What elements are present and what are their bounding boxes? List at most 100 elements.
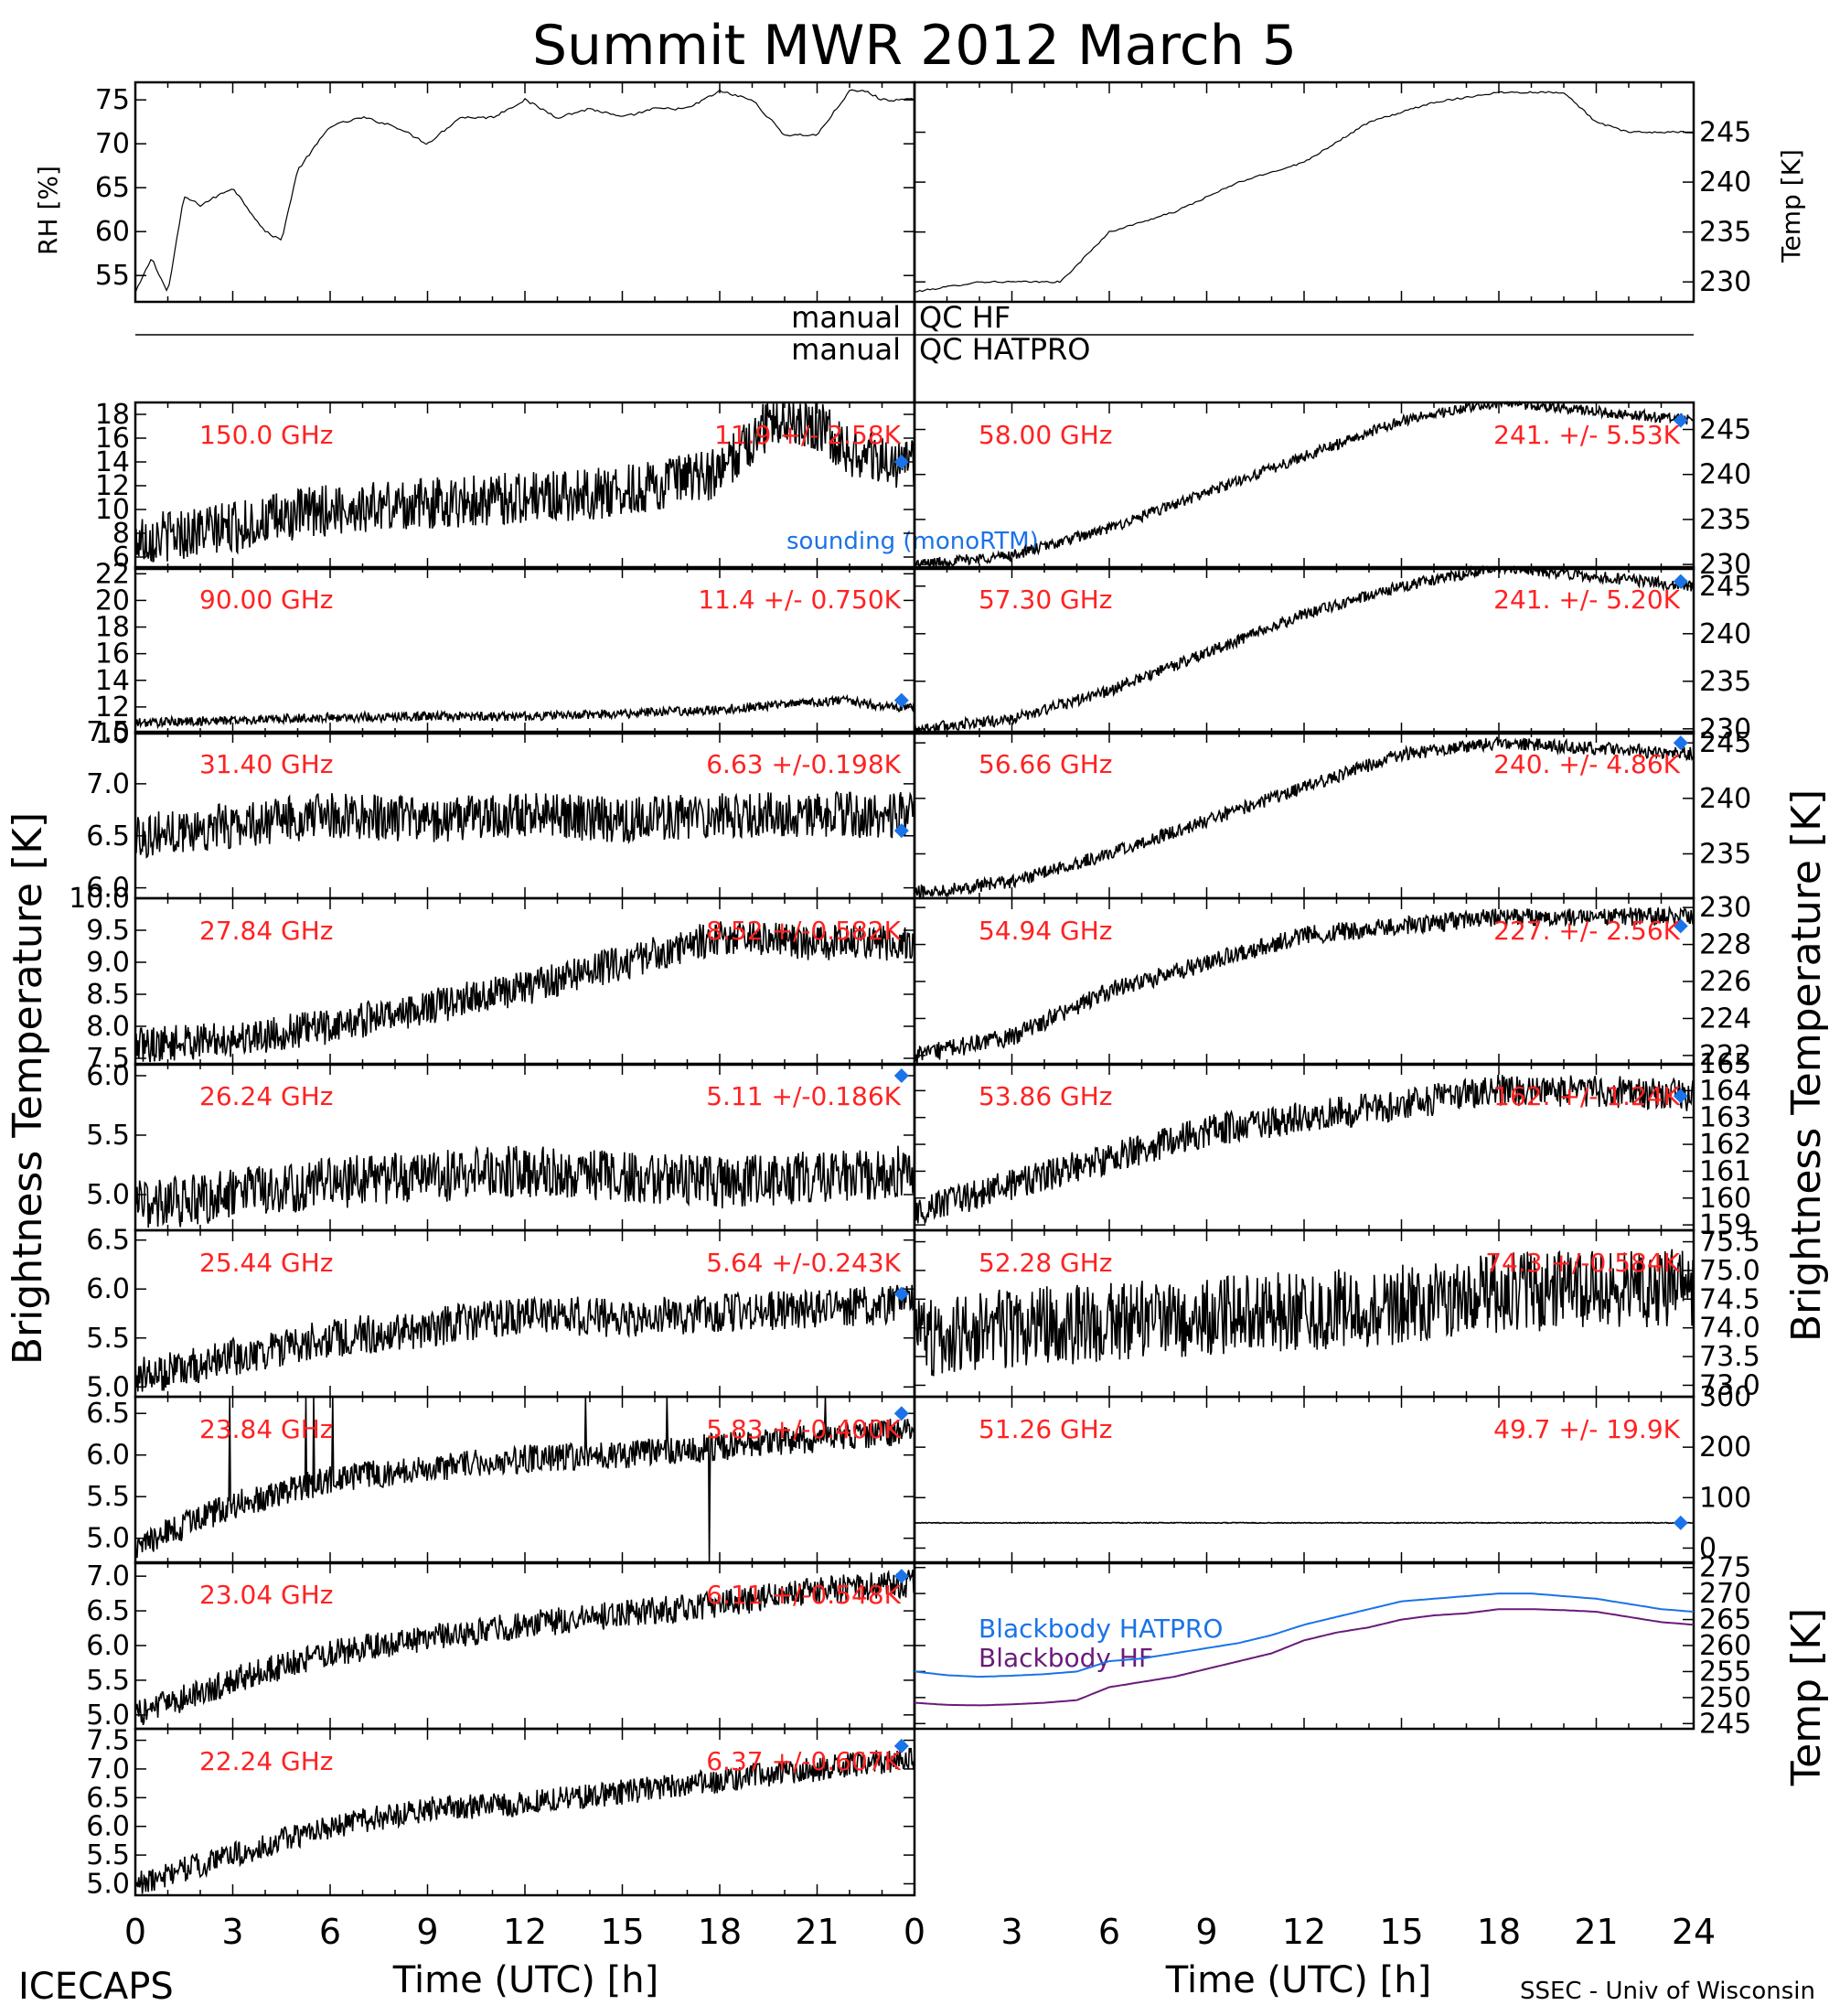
series-line (134, 1284, 915, 1392)
x-tick-label: 6 (319, 1912, 341, 1952)
y-tick-label: 7.0 (86, 768, 130, 800)
y-tick-label: 250 (1699, 1682, 1751, 1714)
x-axis-label-right: Time (UTC) [h] (1165, 1959, 1431, 2001)
y-axis-label-temp-bottom: Temp [K] (1783, 1608, 1829, 1786)
series-line (914, 905, 1695, 1065)
x-tick-label: 0 (124, 1912, 146, 1952)
y-tick-label: 163 (1699, 1102, 1751, 1134)
series-line (134, 693, 915, 730)
panel-frame (913, 80, 1695, 304)
y-tick-label: 265 (1699, 1604, 1751, 1636)
series-line-hf (914, 1608, 1695, 1707)
channel-stat: 5.83 +/-0.400K (706, 1414, 901, 1444)
qc-manual-2: manual (791, 332, 901, 367)
y-tick-label: 74.5 (1699, 1283, 1760, 1315)
y-tick-label: 10 (95, 718, 130, 750)
channel-label: 56.66 GHz (979, 749, 1113, 779)
channel-label: 58.00 GHz (979, 420, 1113, 450)
series-line (914, 400, 1695, 570)
x-tick-label: 21 (1574, 1912, 1618, 1952)
y-tick-label: 275 (1699, 1552, 1751, 1584)
y-tick-label: 245 (1699, 571, 1751, 603)
y-tick-label: 162 (1699, 1129, 1751, 1161)
channel-stat: 8.52 +/-0.582K (706, 916, 901, 946)
y-tick-label: 230 (1699, 892, 1751, 924)
y-tick-label: 22 (95, 558, 130, 590)
x-tick-label: 9 (1195, 1912, 1217, 1952)
y-tick-label: 6 (112, 542, 130, 574)
sounding-marker (893, 455, 909, 469)
sounding-marker (1673, 918, 1688, 934)
y-tick-label: 228 (1699, 929, 1751, 961)
y-tick-label: 18 (95, 612, 130, 644)
y-tick-label: 165 (1699, 1048, 1751, 1080)
sounding-marker (893, 1406, 909, 1421)
y-tick-label: 75 (95, 84, 130, 116)
y-axis-label-brightness-left: Brightness Temperature [K] (5, 812, 51, 1365)
x-tick-label: 18 (1477, 1912, 1521, 1952)
y-tick-label: 0 (1699, 1532, 1717, 1564)
y-tick-label: 240 (1699, 618, 1751, 650)
qc-label-hatpro: QC HATPRO (919, 332, 1090, 367)
x-tick-label: 12 (503, 1912, 547, 1952)
y-tick-label: 6.0 (86, 873, 130, 905)
sounding-marker (893, 692, 909, 708)
channel-label: 25.44 GHz (199, 1248, 334, 1278)
y-tick-label: 5.5 (86, 1481, 130, 1513)
y-tick-label: 7.0 (86, 1753, 130, 1785)
y-tick-label: 161 (1699, 1155, 1751, 1187)
y-tick-label: 224 (1699, 1003, 1751, 1035)
channel-label: 150.0 GHz (199, 420, 334, 450)
sounding-marker (1673, 574, 1688, 589)
y-tick-label: 226 (1699, 966, 1751, 998)
series-line (134, 89, 915, 294)
x-tick-label: 21 (795, 1912, 839, 1952)
channel-stat: 6.11 +/-0.548K (706, 1580, 901, 1610)
y-tick-label: 16 (95, 423, 130, 455)
y-tick-label: 6.5 (86, 820, 130, 853)
y-tick-label: 245 (1699, 727, 1751, 759)
channel-stat: 6.63 +/-0.198K (706, 749, 901, 779)
channel-stat: 49.7 +/- 19.9K (1493, 1414, 1680, 1444)
channel-stat: 5.11 +/-0.186K (706, 1081, 901, 1111)
y-tick-label: 240 (1699, 459, 1751, 491)
y-axis-label-rh: RH [%] (33, 166, 63, 255)
y-tick-label: 18 (95, 399, 130, 431)
y-tick-label: 245 (1699, 414, 1751, 446)
channel-stat: 6.37 +/-0.607K (706, 1746, 901, 1776)
sounding-marker (893, 1738, 909, 1753)
y-tick-label: 9.0 (86, 947, 130, 979)
y-tick-label: 65 (95, 172, 130, 204)
y-tick-label: 55 (95, 260, 130, 292)
y-tick-label: 60 (95, 216, 130, 248)
y-tick-label: 200 (1699, 1432, 1751, 1464)
series-line (134, 1747, 915, 1894)
y-tick-label: 8 (112, 518, 130, 550)
series-line (134, 1569, 915, 1726)
y-tick-label: 14 (95, 446, 130, 478)
x-axis-label-left: Time (UTC) [h] (392, 1959, 658, 2001)
channel-label: 23.04 GHz (199, 1580, 334, 1610)
channel-label: 52.28 GHz (979, 1248, 1113, 1278)
y-tick-label: 6.0 (86, 1811, 130, 1843)
y-tick-label: 5.0 (86, 1523, 130, 1555)
channel-stat: 5.64 +/-0.243K (706, 1248, 901, 1278)
y-tick-label: 235 (1699, 666, 1751, 698)
y-tick-label: 5.0 (86, 1868, 130, 1900)
series-line (134, 921, 915, 1063)
y-tick-label: 20 (95, 584, 130, 617)
series-line (134, 790, 915, 859)
y-tick-label: 240 (1699, 166, 1751, 198)
channel-stat: 162. +/- 1.24K (1493, 1081, 1680, 1111)
sounding-marker (893, 823, 909, 839)
channel-label: 53.86 GHz (979, 1081, 1113, 1111)
y-tick-label: 5.0 (86, 1700, 130, 1732)
y-tick-label: 160 (1699, 1183, 1751, 1215)
y-tick-label: 73.5 (1699, 1341, 1760, 1373)
sounding-marker (893, 1569, 909, 1584)
y-tick-label: 260 (1699, 1630, 1751, 1662)
y-tick-label: 235 (1699, 504, 1751, 536)
channel-stat: 11.9 +/- 2.58K (714, 420, 901, 450)
y-tick-label: 10.0 (69, 883, 130, 915)
